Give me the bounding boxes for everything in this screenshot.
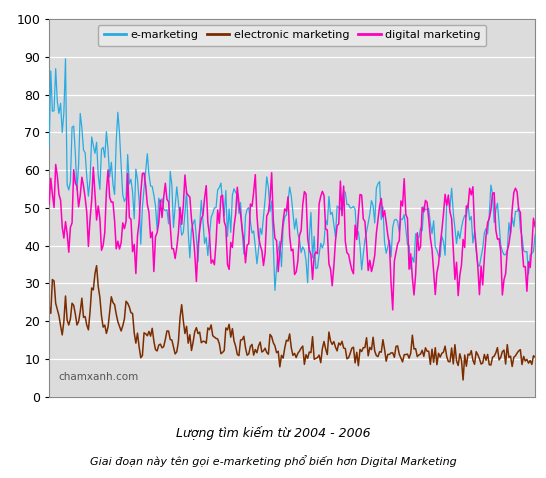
Text: Lượng tìm kiếm từ 2004 - 2006: Lượng tìm kiếm từ 2004 - 2006 (176, 425, 370, 440)
Legend: e-marketing, electronic marketing, digital marketing: e-marketing, electronic marketing, digit… (98, 25, 486, 46)
Text: Giai đoạn này tên gọi e-marketing phổ biến hơn Digital Marketing: Giai đoạn này tên gọi e-marketing phổ bi… (90, 456, 456, 467)
Text: chamxanh.com: chamxanh.com (59, 371, 139, 381)
